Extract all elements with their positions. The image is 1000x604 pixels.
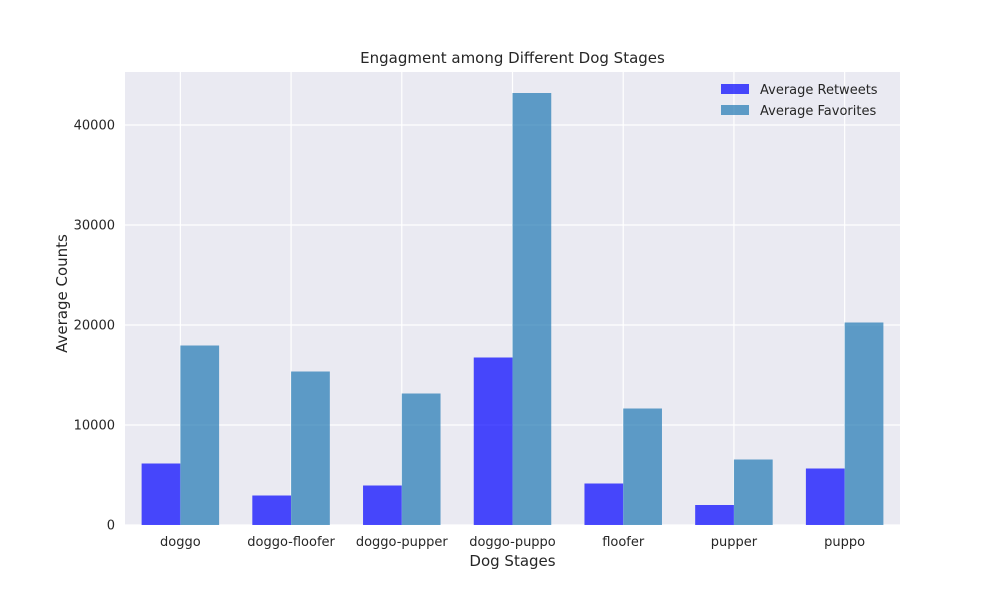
x-tick-label: pupper (711, 535, 758, 550)
bar-favorites-floofer (623, 408, 662, 525)
y-axis-label: Average Counts (53, 234, 71, 353)
bar-retweets-floofer (584, 483, 624, 525)
bar-favorites-doggo-puppo (512, 93, 552, 525)
bar-favorites-doggo-pupper (401, 393, 441, 525)
x-tick-label: doggo-pupper (356, 535, 449, 550)
bar-favorites-doggo (180, 345, 220, 525)
y-tick-label: 0 (107, 519, 115, 534)
bar-retweets-puppo (805, 468, 845, 525)
bar-retweets-doggo-pupper (363, 485, 402, 525)
y-tick-labels: 0 10000 20000 30000 40000 (74, 119, 115, 534)
legend: Average Retweets Average Favorites (721, 83, 878, 119)
legend-label: Average Favorites (760, 104, 876, 119)
bar-favorites-doggo-floofer (291, 371, 330, 525)
legend-swatch (721, 84, 749, 94)
y-tick-label: 40000 (74, 119, 115, 134)
y-tick-label: 30000 (74, 219, 115, 234)
x-tick-labels: doggo doggo-floofer doggo-pupper doggo-pupp… (160, 535, 865, 550)
bar-favorites-pupper (733, 459, 773, 525)
chart-title: Engagment among Different Dog Stages (360, 49, 665, 67)
bars (141, 93, 884, 525)
bar-retweets-doggo (141, 463, 181, 525)
y-tick-label: 20000 (74, 319, 115, 334)
y-tick-label: 10000 (74, 419, 115, 434)
legend-swatch (721, 105, 749, 115)
x-tick-label: doggo (160, 535, 201, 550)
legend-label: Average Retweets (760, 83, 878, 98)
bar-retweets-doggo-puppo (473, 357, 513, 525)
x-tick-label: puppo (824, 535, 865, 550)
bar-favorites-puppo (844, 322, 884, 525)
x-tick-label: doggo-puppo (469, 535, 556, 550)
x-tick-label: doggo-floofer (247, 535, 335, 550)
bar-retweets-pupper (695, 505, 734, 525)
bar-retweets-doggo-floofer (252, 495, 292, 525)
x-tick-label: floofer (602, 535, 645, 550)
x-axis-label: Dog Stages (469, 552, 555, 570)
